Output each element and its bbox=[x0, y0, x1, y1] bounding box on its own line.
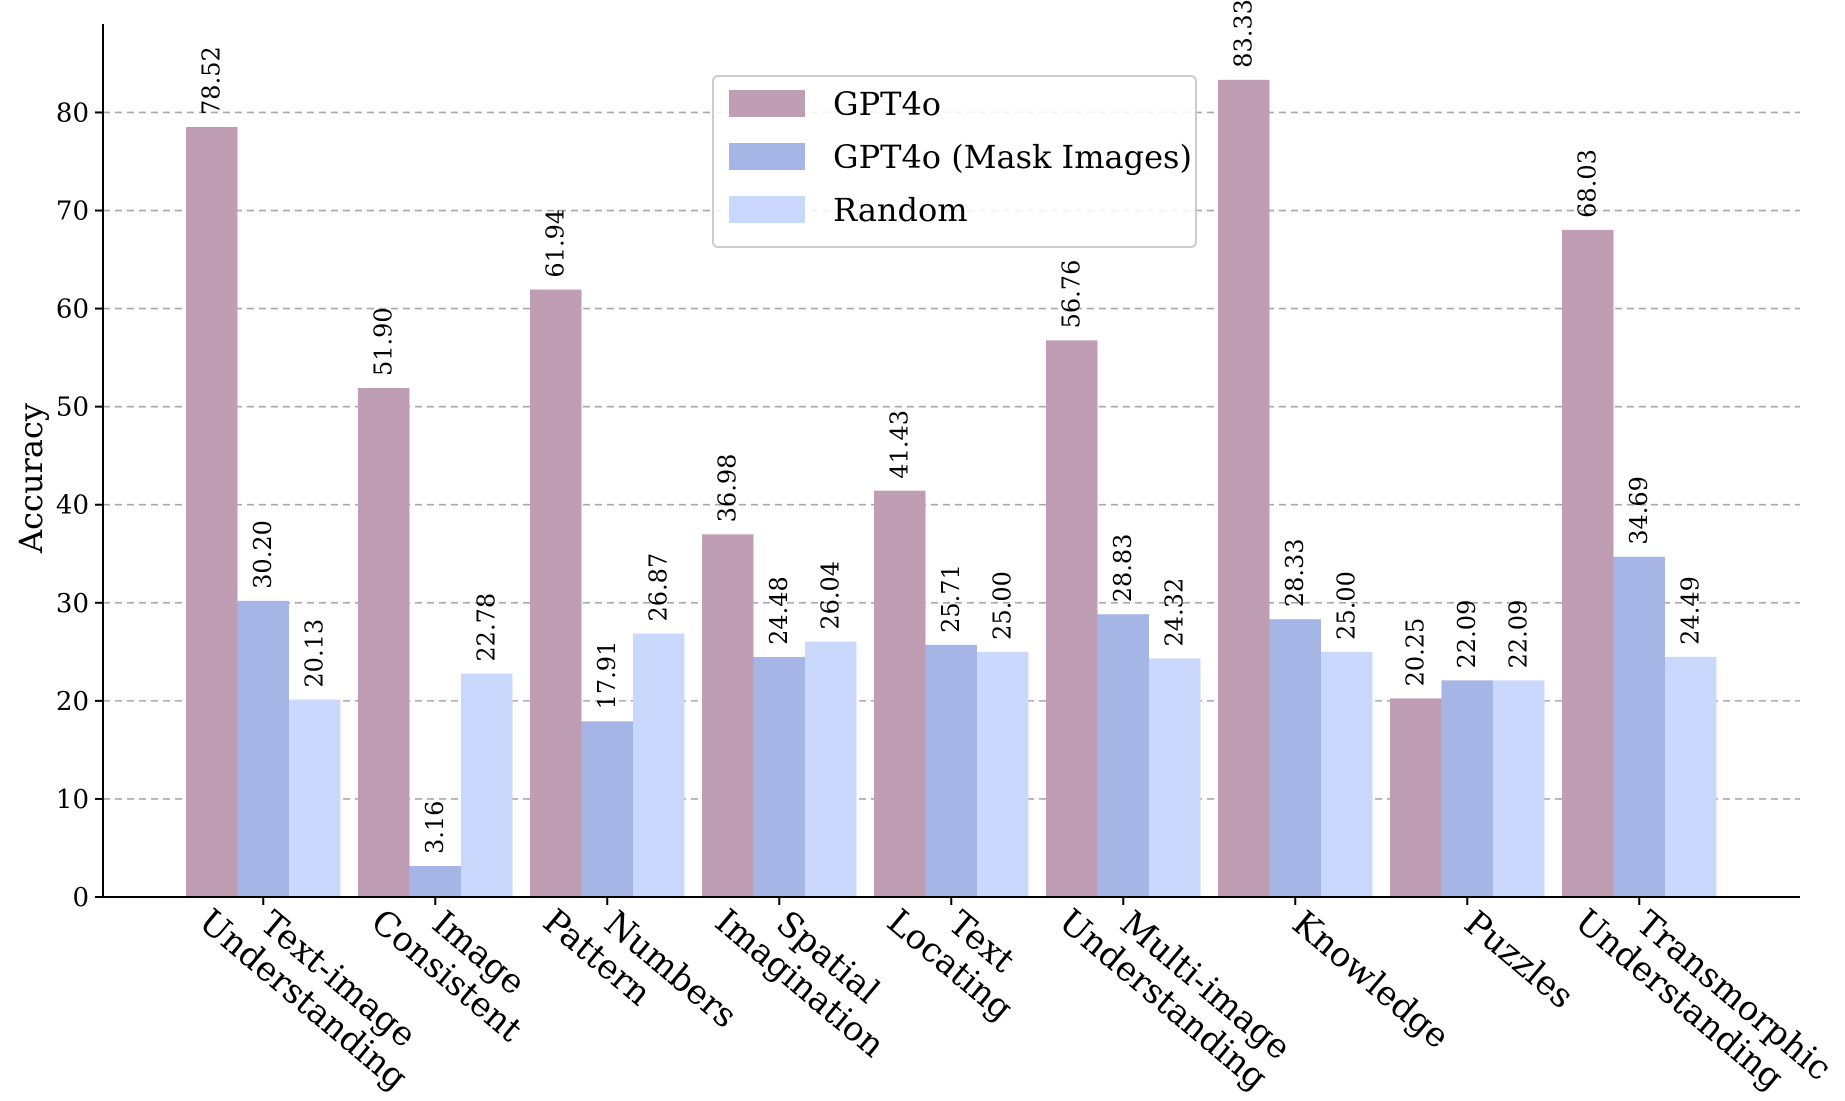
legend: GPT4o GPT4o (Mask Images) Random bbox=[712, 75, 1197, 248]
bar bbox=[1390, 698, 1442, 897]
bar bbox=[805, 641, 857, 897]
legend-frame bbox=[712, 75, 1197, 248]
data-label: 78.52 bbox=[198, 46, 226, 115]
bar bbox=[977, 651, 1029, 897]
y-tick-label: 60 bbox=[56, 295, 89, 325]
bar bbox=[1493, 680, 1545, 897]
bar bbox=[633, 633, 685, 897]
data-label: 28.83 bbox=[1109, 534, 1137, 603]
data-label: 51.90 bbox=[370, 307, 398, 376]
bar bbox=[1149, 658, 1201, 897]
data-label: 25.00 bbox=[1333, 571, 1361, 640]
y-tick-label: 0 bbox=[72, 883, 89, 913]
data-label: 24.32 bbox=[1161, 578, 1189, 647]
y-tick-label: 10 bbox=[56, 785, 89, 815]
data-label: 22.78 bbox=[473, 593, 501, 662]
bar bbox=[874, 490, 926, 897]
data-label: 22.09 bbox=[1505, 600, 1533, 669]
x-tick-label-line: Knowledge bbox=[1284, 903, 1456, 1057]
x-tick-label: Puzzles bbox=[1456, 903, 1581, 1017]
legend-label: Random bbox=[833, 191, 968, 229]
x-tick-label-line: Puzzles bbox=[1456, 903, 1581, 1017]
bar bbox=[289, 699, 341, 897]
bars bbox=[186, 79, 1717, 898]
data-label: 25.71 bbox=[937, 564, 965, 633]
data-label: 83.33 bbox=[1230, 0, 1258, 68]
bar bbox=[1218, 79, 1270, 897]
y-axis-title: Accuracy bbox=[12, 403, 50, 554]
y-tick-label: 40 bbox=[56, 491, 89, 521]
bar bbox=[1441, 680, 1493, 897]
x-tick-label: NumbersPattern bbox=[535, 872, 744, 1065]
bar bbox=[409, 866, 461, 897]
data-label: 26.87 bbox=[645, 553, 673, 622]
x-tick-label: TransmorphicUnderstanding bbox=[1567, 872, 1839, 1101]
bar bbox=[1562, 229, 1614, 897]
bar bbox=[530, 289, 582, 897]
data-labels: 78.52 30.20 20.13 51.90 3.16 22.78 61.94 17.91 2… bbox=[198, 0, 1705, 854]
bar bbox=[702, 534, 754, 897]
data-label: 26.04 bbox=[817, 561, 845, 630]
data-label: 24.48 bbox=[765, 576, 793, 645]
x-tick-label: Knowledge bbox=[1284, 903, 1456, 1057]
legend-swatch bbox=[729, 90, 805, 117]
bar bbox=[358, 388, 410, 897]
y-tick-label: 70 bbox=[56, 197, 89, 227]
data-label: 3.16 bbox=[421, 801, 449, 854]
x-tick-label: Text-imageUnderstanding bbox=[191, 872, 439, 1098]
bar bbox=[1613, 556, 1665, 897]
data-label: 28.33 bbox=[1281, 538, 1309, 607]
data-label: 25.00 bbox=[989, 571, 1017, 640]
data-label: 20.25 bbox=[1402, 618, 1430, 687]
y-tick-label: 30 bbox=[56, 589, 89, 619]
bar bbox=[581, 721, 633, 897]
x-tick-label: SpatialImagination bbox=[707, 872, 916, 1065]
bar bbox=[1665, 656, 1717, 897]
data-label: 34.69 bbox=[1625, 476, 1653, 545]
data-label: 22.09 bbox=[1453, 600, 1481, 669]
data-label: 61.94 bbox=[542, 209, 570, 278]
data-label: 30.20 bbox=[249, 520, 277, 589]
bar bbox=[1097, 614, 1149, 897]
bar bbox=[1269, 619, 1321, 897]
legend-label: GPT4o bbox=[833, 85, 941, 123]
legend-swatch bbox=[729, 143, 805, 170]
data-label: 24.49 bbox=[1677, 576, 1705, 645]
legend-label: GPT4o (Mask Images) bbox=[833, 138, 1192, 176]
bar bbox=[237, 600, 289, 897]
data-label: 56.76 bbox=[1058, 260, 1086, 329]
bar bbox=[925, 644, 977, 897]
bar bbox=[461, 673, 513, 897]
y-tick-label: 20 bbox=[56, 687, 89, 717]
bar bbox=[1321, 651, 1373, 897]
data-label: 17.91 bbox=[593, 641, 621, 710]
data-label: 41.43 bbox=[886, 410, 914, 479]
bar bbox=[753, 656, 805, 897]
data-label: 20.13 bbox=[301, 619, 329, 688]
data-label: 36.98 bbox=[714, 454, 742, 523]
x-tick-label: Multi-imageUnderstanding bbox=[1051, 872, 1299, 1098]
bar bbox=[186, 126, 238, 898]
data-label: 68.03 bbox=[1574, 149, 1602, 218]
y-tick-label: 50 bbox=[56, 393, 89, 423]
legend-swatch bbox=[729, 196, 805, 223]
y-tick-label: 80 bbox=[56, 98, 89, 128]
bar bbox=[1046, 340, 1098, 897]
